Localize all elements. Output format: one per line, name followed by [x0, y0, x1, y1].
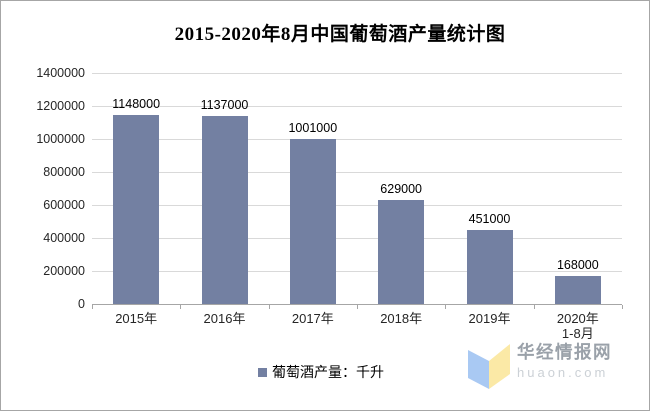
y-tick-label: 400000: [43, 231, 85, 245]
huaon-logo-icon: [468, 344, 510, 389]
legend-label: 葡萄酒产量：千升: [272, 364, 384, 380]
y-tick-label: 1200000: [36, 99, 85, 113]
bar-value-label: 1137000: [200, 98, 249, 113]
y-tick-label: 0: [78, 297, 85, 311]
gridline: [92, 73, 622, 74]
x-tick-mark: [268, 305, 270, 309]
chart-title: 2015-2020年8月中国葡萄酒产量统计图: [174, 24, 506, 45]
watermark: 华经情报网 huaon.com: [465, 337, 612, 393]
bar: [201, 116, 248, 304]
x-axis-line: [92, 304, 622, 305]
gridline: [92, 106, 622, 107]
gridline: [92, 238, 622, 239]
bar-value-label: 168000: [556, 258, 599, 273]
bar-value-label: 1148000: [112, 96, 161, 111]
x-tick-mark: [445, 305, 447, 309]
bar-value-label: 629000: [380, 182, 423, 197]
x-tick-label: 2017年: [291, 311, 334, 326]
y-tick-label: 200000: [43, 264, 85, 278]
x-tick-label: 2019年: [468, 311, 511, 326]
legend: 葡萄酒产量：千升: [258, 362, 384, 382]
x-tick-mark: [622, 305, 623, 309]
x-tick-label: 2020年 1-8月: [556, 311, 599, 341]
legend-swatch: [258, 367, 267, 377]
x-tick-mark: [533, 305, 535, 309]
bar: [289, 138, 336, 304]
x-tick-label: 2015年: [115, 311, 158, 326]
bar-value-label: 1001000: [288, 120, 338, 135]
y-tick-label: 600000: [43, 198, 85, 212]
x-tick-mark: [180, 305, 182, 309]
y-tick-label: 1400000: [36, 66, 85, 80]
bar: [466, 229, 513, 304]
watermark-site-name: 华经情报网: [517, 342, 612, 362]
gridline: [92, 139, 622, 140]
gridline: [92, 205, 622, 206]
y-tick-label: 1000000: [36, 132, 85, 146]
y-tick-label: 800000: [43, 165, 85, 179]
x-tick-label: 2016年: [203, 311, 246, 326]
x-tick-mark: [357, 305, 358, 309]
bar: [113, 114, 160, 304]
gridline: [92, 172, 622, 173]
x-tick-mark: [92, 305, 93, 309]
bar: [378, 200, 425, 304]
gridline: [92, 271, 622, 272]
watermark-site-url: huaon.com: [517, 364, 609, 380]
x-tick-label: 2018年: [380, 311, 423, 326]
bar-value-label: 451000: [468, 211, 511, 226]
bar: [554, 276, 601, 304]
